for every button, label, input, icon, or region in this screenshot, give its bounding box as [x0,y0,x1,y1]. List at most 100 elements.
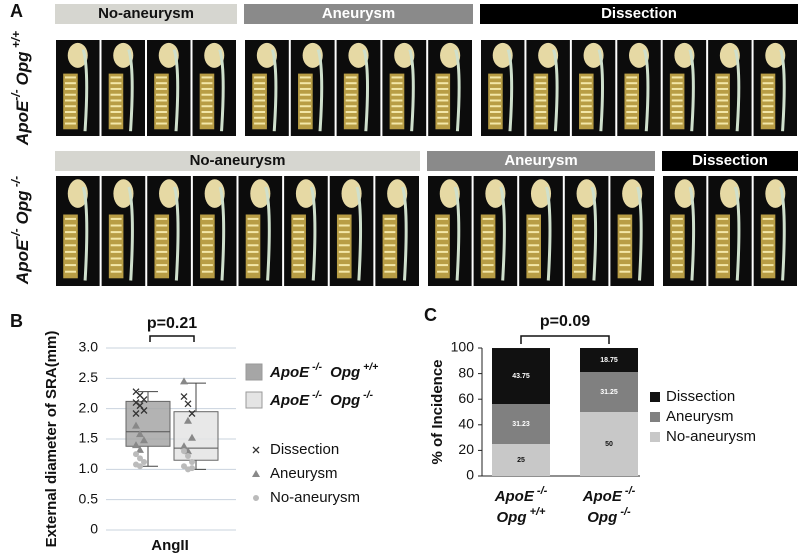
box [173,411,219,461]
row-label: ApoE-/-Opg -/- [9,176,32,285]
photo-ruler [670,214,685,279]
y-tick-label: 100 [451,339,475,355]
point [136,445,144,453]
photo-heart [302,42,323,68]
photo-aorta [733,186,741,281]
photo-aorta [779,186,786,281]
superscript: -/- [622,485,636,497]
photo-ruler [63,214,78,279]
bar-segment [492,404,550,444]
point [188,410,196,417]
photo-ruler [715,214,730,279]
legend-swatch [650,412,660,422]
photo-aorta [688,49,695,132]
photo-heart [348,42,369,68]
y-tick-label: 1.5 [79,430,99,446]
point [136,430,144,438]
bar-segment [580,372,638,412]
photo-aorta [779,49,786,132]
photo-ruler [200,214,215,279]
point [180,377,188,385]
y-tick-label: 1.0 [79,460,99,476]
legend-label: Dissection [270,441,339,458]
photo-ruler [572,214,587,279]
photo-ruler [336,214,352,279]
group-header [244,4,473,24]
photo-aorta [218,186,226,281]
legend-label: Aneurysm [270,465,338,482]
photo-aorta [454,49,461,132]
group-label: No-aneurysm [98,5,194,22]
photo-heart [440,42,461,68]
photo-ruler [617,214,633,279]
legend-label: ApoE -/- Opg +/+ [269,361,378,381]
photo-ruler [245,214,261,279]
photo-aorta [362,49,370,132]
photo-heart [341,179,362,208]
superscript: -/- [617,506,631,518]
photo-heart [530,179,552,208]
y-tick-label: 80 [458,364,474,380]
value-label: 50 [605,441,613,448]
photo-heart [159,179,180,208]
photo-aorta [636,186,643,281]
x-tick-label: AngII [151,537,189,554]
photo-aorta [733,49,741,132]
point [189,459,195,466]
point [180,393,188,400]
y-tick-label: 2.5 [79,369,99,385]
row-label: ApoE-/- Opg +/+ [9,31,32,146]
y-tick-label: 2.0 [79,399,99,415]
photo-heart [204,179,225,208]
point [188,433,196,441]
photo-heart [387,179,408,208]
photo-ruler [435,214,450,279]
photo-aorta [172,49,180,132]
photo-heart [113,179,134,208]
group-label: Dissection [601,5,677,22]
photo-heart [67,42,88,68]
superscript: +/+ [527,506,547,518]
text-part: ApoE [269,364,310,381]
photo-ruler [154,214,170,279]
point [132,421,140,429]
legend-swatch [245,363,263,381]
text-part: ApoE [582,488,623,505]
text-part: ApoE [13,100,32,146]
significance-bracket [520,335,610,344]
y-axis-label: % of Incidence [429,359,446,464]
point [137,455,143,462]
legend-swatch [245,391,263,409]
photo-heart [250,179,271,208]
bar-segment [580,348,638,372]
superscript: -/- [9,89,23,100]
photo-ruler [760,214,776,279]
text-part: Opg [326,392,360,409]
superscript: -/- [9,228,23,239]
bar-segment [492,444,550,476]
point [137,463,143,470]
superscript: +/+ [360,361,378,373]
legend-swatch [650,432,660,442]
legend-label: ApoE -/- Opg -/- [269,389,374,409]
photo-ruler [382,214,398,279]
photo-aorta [173,186,180,281]
point [141,459,147,466]
point [189,465,195,472]
value-label: 25 [517,457,525,464]
text-part: Opg [13,190,32,225]
group-label: Aneurysm [504,152,577,169]
superscript: -/- [360,389,373,401]
legend-label: Aneurysm [666,408,734,425]
photo-heart [765,42,786,68]
photo-aorta [264,186,271,281]
photo-aorta [453,186,461,281]
point [140,436,148,444]
annotation: p=0.09 [540,313,590,330]
annotation: p=0.21 [147,315,197,332]
photo-aorta [401,186,408,281]
legend-label: Dissection [666,388,735,405]
value-label: 18.75 [600,357,618,364]
group-header [427,151,655,171]
